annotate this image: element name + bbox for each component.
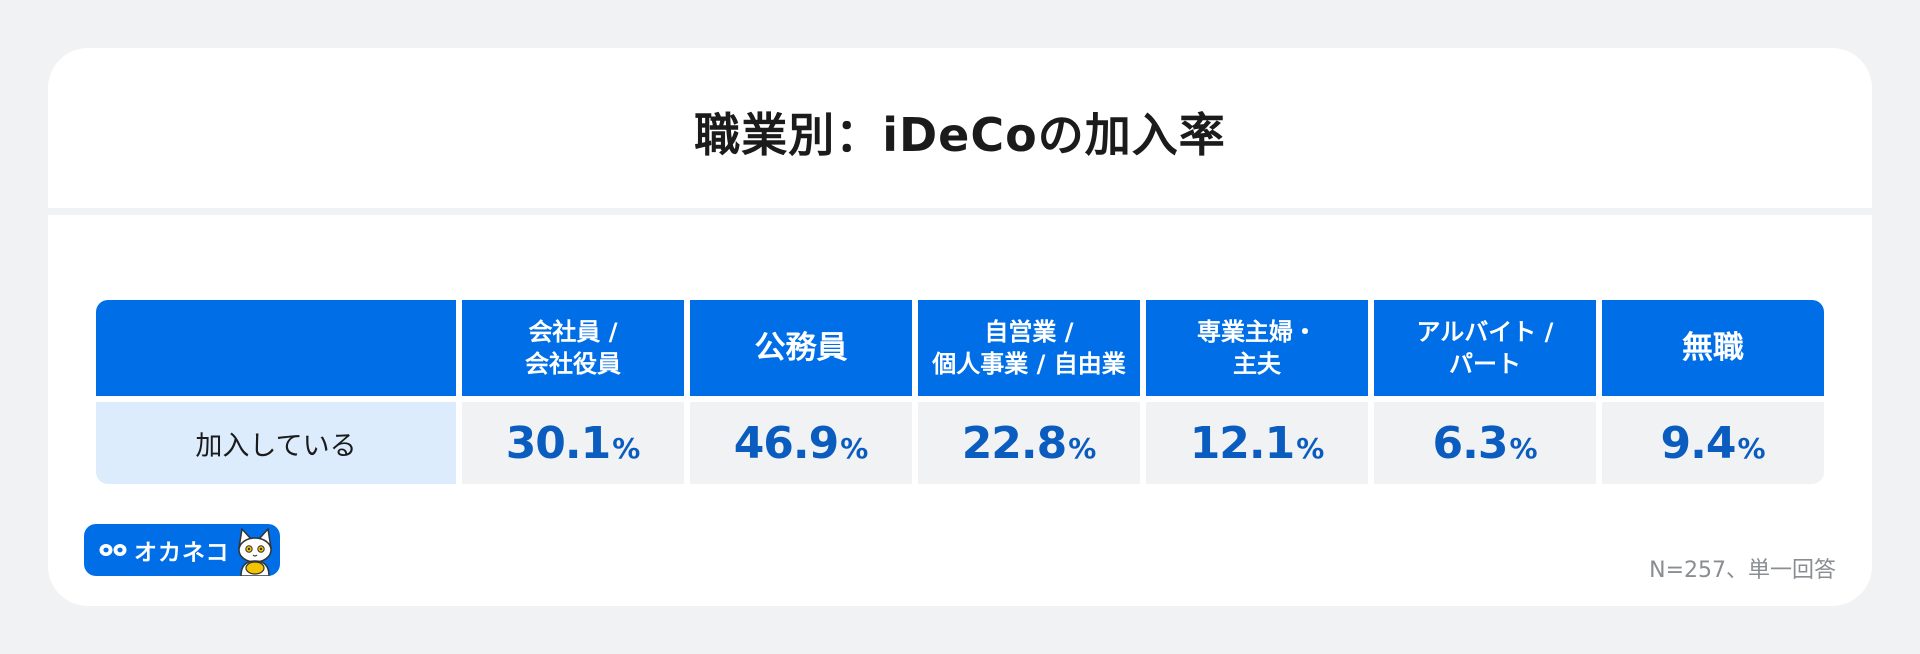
label-column: 加入している xyxy=(96,300,456,484)
value: 46.9 xyxy=(733,417,840,469)
value: 9.4 xyxy=(1660,417,1736,469)
column-header: 会社員 / 会社役員 xyxy=(462,300,684,396)
column-company-employee: 会社員 / 会社役員 30.1% xyxy=(462,300,684,484)
logo-text: オカネコ xyxy=(134,540,230,566)
unit: % xyxy=(1737,431,1766,465)
value: 12.1 xyxy=(1189,417,1296,469)
unit: % xyxy=(1296,431,1325,465)
column-unemployed: 無職 9.4% xyxy=(1602,300,1824,484)
column-self-employed: 自営業 / 個人事業 / 自由業 22.8% xyxy=(918,300,1140,484)
value: 30.1 xyxy=(505,417,612,469)
title-bar: 職業別：iDeCoの加入率 xyxy=(48,48,1872,208)
column-civil-servant: 公務員 46.9% xyxy=(690,300,912,484)
value-cell: 12.1% xyxy=(1146,402,1368,484)
value: 22.8 xyxy=(961,417,1068,469)
infinity-mark-icon xyxy=(99,544,127,556)
column-part-time: アルバイト / パート 6.3% xyxy=(1374,300,1596,484)
value-cell: 9.4% xyxy=(1602,402,1824,484)
column-header: 公務員 xyxy=(690,300,912,396)
value-cell: 22.8% xyxy=(918,402,1140,484)
data-table: 加入している 会社員 / 会社役員 30.1% 公務員 46.9% 自営業 / … xyxy=(96,300,1826,484)
unit: % xyxy=(840,431,869,465)
unit: % xyxy=(612,431,641,465)
chart-title: 職業別：iDeCoの加入率 xyxy=(694,108,1226,162)
value: 6.3 xyxy=(1432,417,1508,469)
unit: % xyxy=(1068,431,1097,465)
chart-card: 職業別：iDeCoの加入率 加入している 会社員 / 会社役員 30.1% 公務… xyxy=(48,48,1872,606)
value-cell: 6.3% xyxy=(1374,402,1596,484)
column-header: 無職 xyxy=(1602,300,1824,396)
column-header: アルバイト / パート xyxy=(1374,300,1596,396)
row-label: 加入している xyxy=(96,402,456,484)
okaneko-logo: オカネコ xyxy=(84,524,280,576)
column-header: 専業主婦・ 主夫 xyxy=(1146,300,1368,396)
sample-note: N=257、単一回答 xyxy=(1649,558,1836,583)
cat-mascot-icon xyxy=(238,527,272,576)
corner-header xyxy=(96,300,456,396)
value-cell: 30.1% xyxy=(462,402,684,484)
column-homemaker: 専業主婦・ 主夫 12.1% xyxy=(1146,300,1368,484)
unit: % xyxy=(1509,431,1538,465)
value-cell: 46.9% xyxy=(690,402,912,484)
title-divider xyxy=(48,208,1872,215)
column-header: 自営業 / 個人事業 / 自由業 xyxy=(918,300,1140,396)
